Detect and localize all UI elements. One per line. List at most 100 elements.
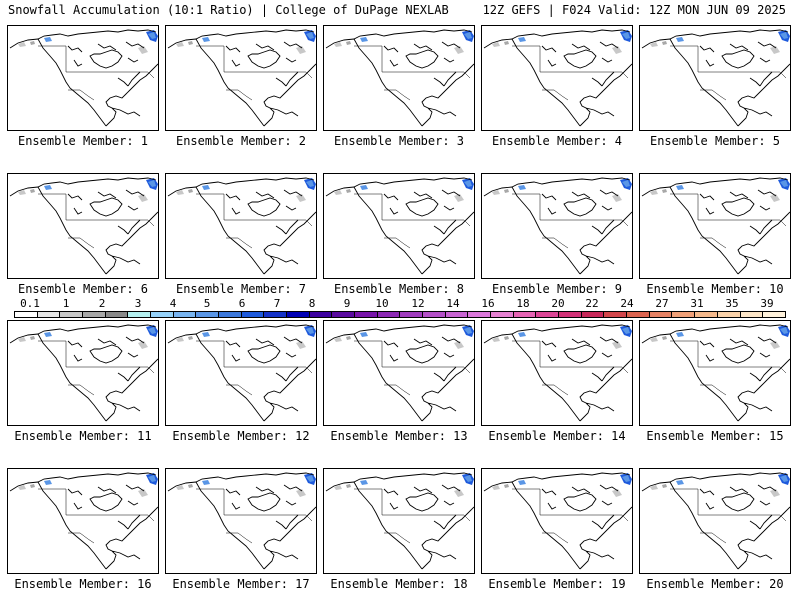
ensemble-member-label: Ensemble Member: 8 xyxy=(333,282,465,296)
colorbar-swatch xyxy=(695,312,718,317)
colorbar-swatch xyxy=(672,312,696,317)
snowfall-area xyxy=(504,189,509,193)
colorbar-swatch xyxy=(649,312,673,317)
snowfall-area xyxy=(346,484,351,488)
colorbar-tick-label: 22 xyxy=(585,297,599,310)
snowfall-area xyxy=(770,46,780,54)
snowfall-area xyxy=(518,332,526,337)
snowfall-area xyxy=(148,32,156,39)
snowfall-area xyxy=(650,337,658,342)
snowfall-area xyxy=(138,194,148,202)
snowfall-area xyxy=(188,336,193,340)
colorbar-tick-label: 18 xyxy=(516,297,530,310)
border-line xyxy=(670,45,787,101)
north-america-map xyxy=(324,469,474,573)
snowfall-area xyxy=(306,475,314,482)
snowfall-area xyxy=(334,485,342,490)
snowfall-area xyxy=(676,480,684,485)
border-line xyxy=(38,45,155,101)
snowfall-area xyxy=(622,475,630,482)
border-line xyxy=(38,488,155,544)
snowfall-area xyxy=(176,190,184,195)
coastline xyxy=(325,472,474,570)
colorbar-swatch xyxy=(423,312,446,317)
snowfall-area xyxy=(296,489,306,497)
snowfall-area xyxy=(780,32,788,39)
colorbar-tick-label: 2 xyxy=(98,297,106,310)
snowfall-area xyxy=(454,194,464,202)
border-line xyxy=(196,488,313,544)
coastline xyxy=(483,177,632,275)
colorbar-swatch xyxy=(151,312,174,317)
ensemble-member-map xyxy=(323,173,475,279)
north-america-map xyxy=(640,321,790,425)
snowfall-area xyxy=(30,41,35,45)
ensemble-member-label: Ensemble Member: 6 xyxy=(17,282,149,296)
snowfall-area xyxy=(44,332,52,337)
colorbar-swatch xyxy=(581,312,605,317)
ensemble-member-map xyxy=(165,468,317,574)
north-america-map xyxy=(166,469,316,573)
ensemble-member-label: Ensemble Member: 3 xyxy=(333,134,465,148)
snowfall-area xyxy=(138,46,148,54)
colorbar-swatch xyxy=(400,312,424,317)
north-america-map xyxy=(324,321,474,425)
colorbar-swatch xyxy=(763,312,785,317)
ensemble-member-map xyxy=(639,25,791,131)
colorbar-tick-label: 6 xyxy=(238,297,246,310)
snowfall-area xyxy=(662,484,667,488)
ensemble-member-map xyxy=(639,320,791,426)
snowfall-area xyxy=(780,327,788,334)
north-america-map xyxy=(8,174,158,278)
colorbar-swatch xyxy=(559,312,582,317)
snowfall-area xyxy=(650,485,658,490)
snowfall-area xyxy=(44,37,52,42)
snowfall-area xyxy=(202,332,210,337)
north-america-map xyxy=(640,26,790,130)
coastline xyxy=(325,29,474,127)
snowfall-area xyxy=(492,485,500,490)
colorbar-tick-label: 4 xyxy=(169,297,177,310)
snowfall-area xyxy=(188,41,193,45)
snowfall-area xyxy=(188,484,193,488)
snowfall-area xyxy=(138,341,148,349)
snowfall-area xyxy=(44,480,52,485)
coastline xyxy=(641,177,790,275)
ensemble-member-label: Ensemble Member: 14 xyxy=(488,429,626,443)
coastline xyxy=(641,29,790,127)
snowfall-area xyxy=(770,194,780,202)
ensemble-member-label: Ensemble Member: 7 xyxy=(175,282,307,296)
ensemble-member-label: Ensemble Member: 18 xyxy=(330,577,468,591)
colorbar-swatch xyxy=(491,312,514,317)
border-line xyxy=(196,340,313,396)
ensemble-member-label: Ensemble Member: 17 xyxy=(172,577,310,591)
ensemble-member-map xyxy=(639,173,791,279)
snowfall-area xyxy=(176,485,184,490)
coastline xyxy=(167,324,316,422)
colorbar-swatch xyxy=(536,312,560,317)
colorbar-tick-label: 10 xyxy=(375,297,389,310)
snowfall-area xyxy=(18,42,26,47)
north-america-map xyxy=(8,321,158,425)
snowfall-area xyxy=(334,190,342,195)
coastline xyxy=(641,472,790,570)
ensemble-member-label: Ensemble Member: 13 xyxy=(330,429,468,443)
snowfall-area xyxy=(18,190,26,195)
snowfall-area xyxy=(676,332,684,337)
snowfall-area xyxy=(464,475,472,482)
ensemble-member-label: Ensemble Member: 16 xyxy=(14,577,152,591)
north-america-map xyxy=(324,26,474,130)
snowfall-area xyxy=(346,41,351,45)
colorbar-swatch xyxy=(264,312,288,317)
ensemble-member-label: Ensemble Member: 15 xyxy=(646,429,784,443)
border-line xyxy=(38,340,155,396)
ensemble-member-map xyxy=(7,320,159,426)
snowfall-area xyxy=(306,180,314,187)
colorbar-tick-label: 3 xyxy=(134,297,142,310)
colorbar-swatch xyxy=(445,312,469,317)
snowfall-area xyxy=(650,190,658,195)
snowfall-area xyxy=(202,185,210,190)
snowfall-area xyxy=(622,32,630,39)
border-line xyxy=(38,193,155,249)
colorbar-swatch xyxy=(219,312,242,317)
